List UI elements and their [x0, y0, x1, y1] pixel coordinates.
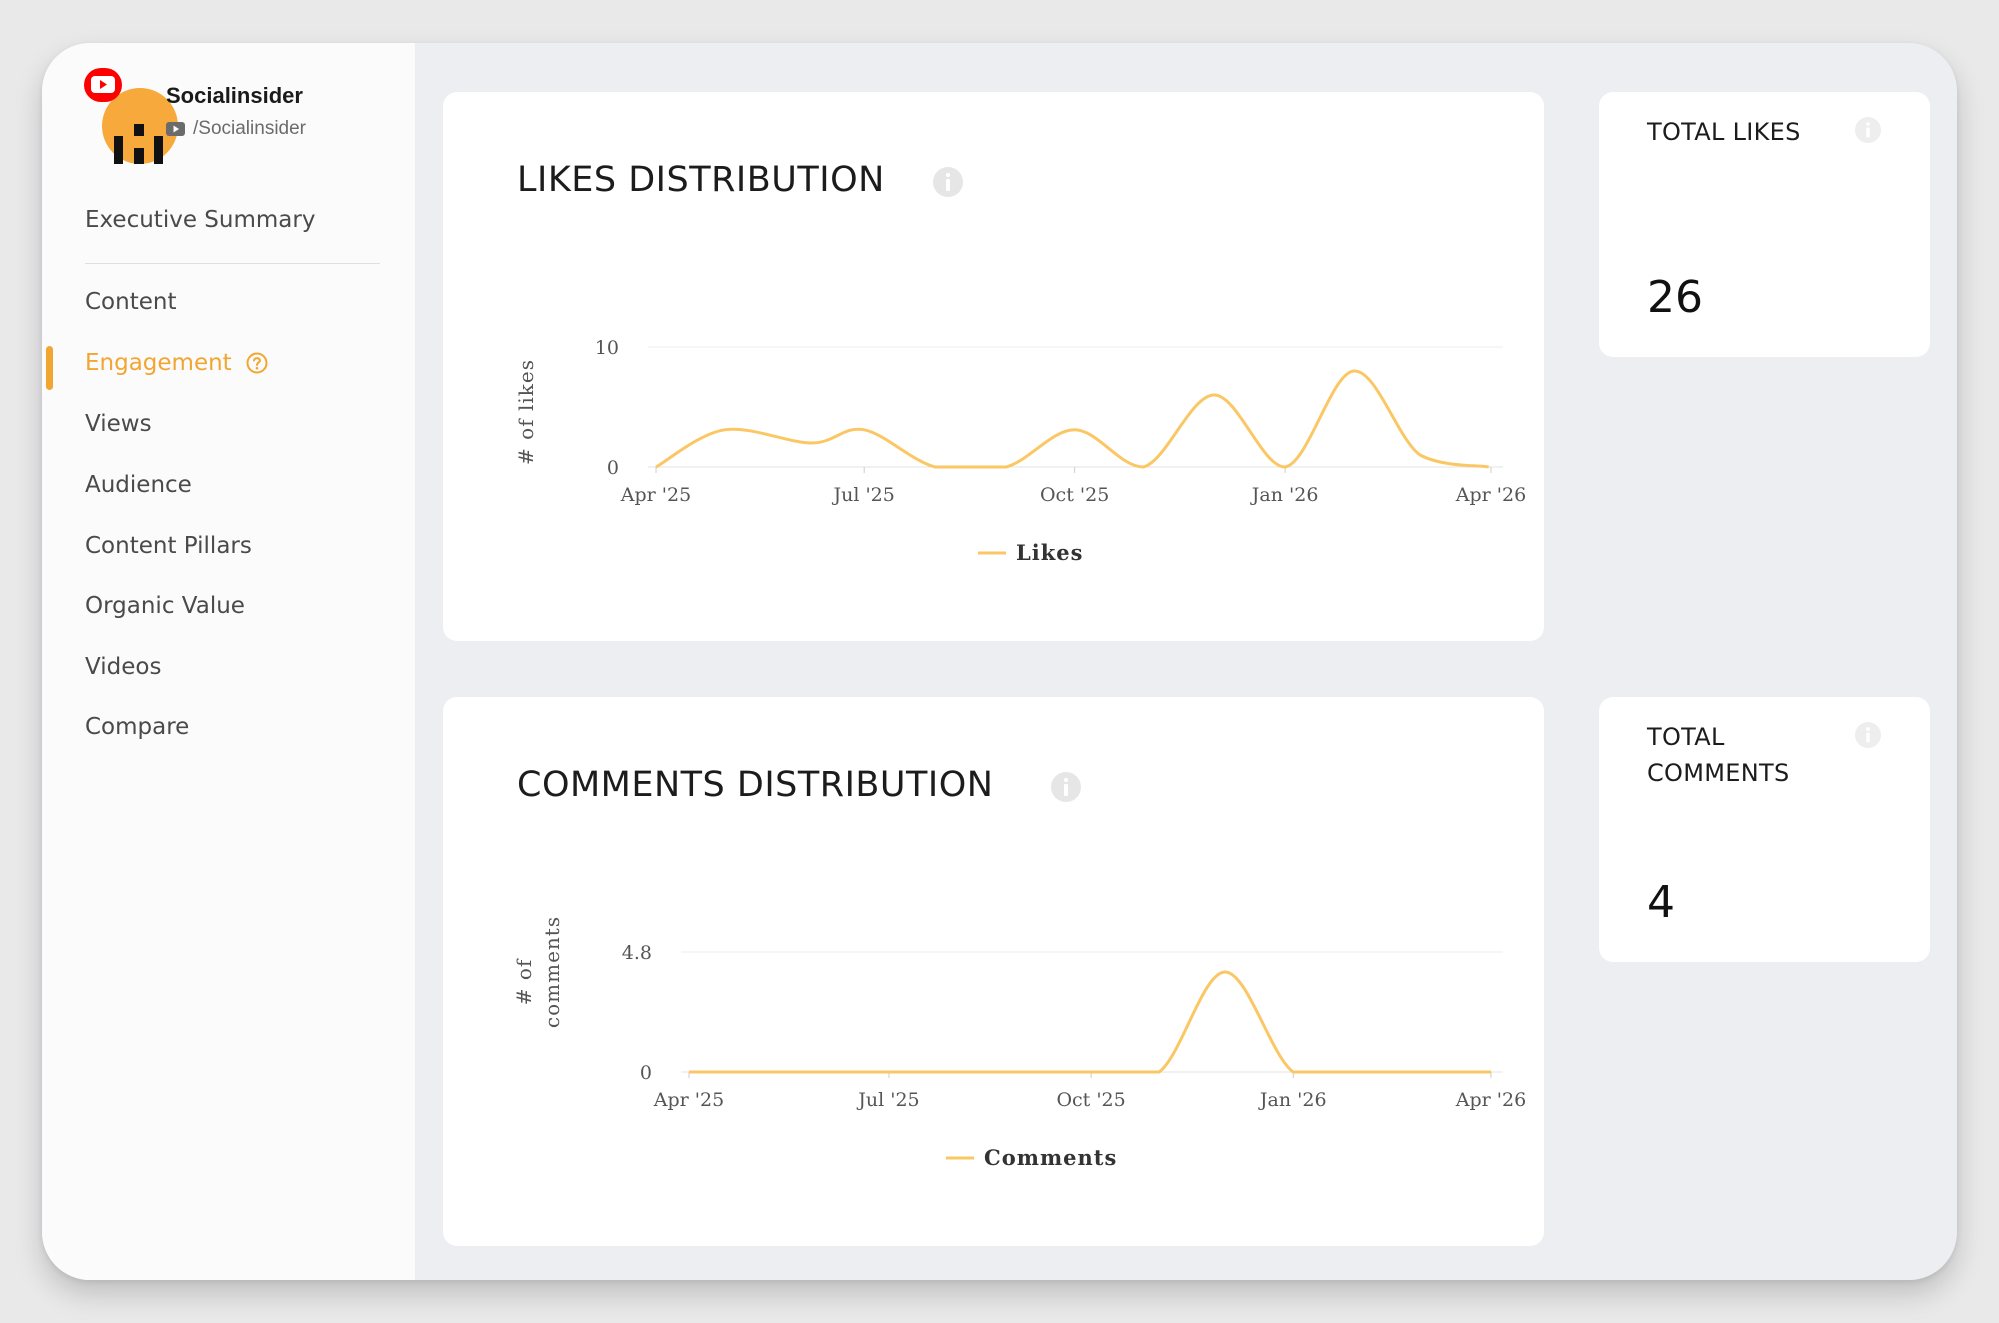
likes-line-chart: 0 10 Apr '25 Jul '25 Oct '25 Jan '26 Apr '26 #… [514, 337, 1526, 565]
likes-y-axis-label: # of likes [514, 359, 538, 465]
comments-chart-title: COMMENTS DISTRIBUTION [517, 765, 994, 805]
total-likes-card: TOTAL LIKES 26 [1599, 92, 1930, 357]
youtube-small-icon [166, 122, 185, 136]
likes-chart-title: LIKES DISTRIBUTION [517, 160, 885, 200]
sidebar-item-views[interactable]: Views [85, 411, 152, 437]
profile-handle: /Socialinsider [193, 118, 306, 139]
sidebar: Socialinsider /Socialinsider Executive S… [42, 43, 415, 1280]
comments-y-axis-label-line2: comments [540, 916, 564, 1028]
comments-series-line [689, 970, 1491, 1074]
likes-y-tick-label: 0 [607, 457, 619, 479]
sidebar-item-audience[interactable]: Audience [85, 472, 192, 498]
likes-plot-area: 0 10 Apr '25 Jul '25 Oct '25 Jan '26 Apr '26 [595, 337, 1526, 506]
info-icon[interactable] [1854, 721, 1882, 749]
comments-x-tick-label: Jul '25 [856, 1089, 919, 1111]
comments-distribution-card: COMMENTS DISTRIBUTION 0 4.8 Apr '25 Jul '25… [443, 697, 1544, 1246]
nav-divider [85, 263, 380, 264]
active-indicator [46, 346, 53, 390]
sidebar-item-label: Organic Value [85, 593, 245, 619]
total-comments-card: TOTAL COMMENTS 4 [1599, 697, 1930, 962]
likes-distribution-card: LIKES DISTRIBUTION 0 10 Apr '25 Jul '25 Oct … [443, 92, 1544, 641]
profile-avatar[interactable] [84, 66, 194, 176]
avatar [102, 88, 178, 164]
sidebar-item-label: Compare [85, 714, 190, 740]
sidebar-item-compare[interactable]: Compare [85, 714, 189, 740]
profile-handle-row: /Socialinsider [166, 118, 306, 140]
help-circle-icon[interactable] [246, 352, 268, 374]
total-comments-label: TOTAL COMMENTS [1647, 723, 1790, 787]
sidebar-item-label: Content [85, 289, 177, 315]
sidebar-item-videos[interactable]: Videos [85, 654, 161, 680]
sidebar-item-label: Content Pillars [85, 533, 252, 559]
likes-series-line [655, 369, 1489, 469]
comments-x-tick-label: Apr '25 [653, 1089, 724, 1111]
comments-y-tick-label: 0 [640, 1062, 652, 1084]
likes-x-tick-label: Apr '25 [620, 484, 691, 506]
sidebar-item-engagement[interactable]: Engagement [85, 350, 268, 376]
sidebar-item-content[interactable]: Content [85, 289, 176, 315]
info-icon[interactable] [1854, 116, 1882, 144]
likes-x-tick-label: Jan '26 [1250, 484, 1319, 506]
sidebar-item-content-pillars[interactable]: Content Pillars [85, 533, 252, 559]
comments-legend-label[interactable]: Comments [984, 1145, 1117, 1170]
comments-y-axis-label-line1: # of [512, 958, 536, 1005]
sidebar-item-label: Views [85, 411, 152, 437]
comments-y-tick-label: 4.8 [622, 942, 652, 964]
sidebar-item-executive-summary[interactable]: Executive Summary [85, 207, 316, 233]
comments-x-tick-label: Jan '26 [1258, 1089, 1327, 1111]
likes-x-tick-label: Apr '26 [1455, 484, 1526, 506]
comments-x-tick-label: Apr '26 [1455, 1089, 1526, 1111]
info-icon[interactable] [1050, 771, 1082, 803]
info-icon[interactable] [932, 166, 964, 198]
comments-plot-area: 0 4.8 Apr '25 Jul '25 Oct '25 Jan '26 Apr '26 [622, 942, 1526, 1111]
sidebar-item-label: Audience [85, 472, 192, 498]
total-comments-value: 4 [1647, 877, 1675, 928]
sidebar-item-organic-value[interactable]: Organic Value [85, 593, 245, 619]
sidebar-item-label: Videos [85, 654, 162, 680]
total-likes-label: TOTAL LIKES [1647, 118, 1801, 146]
likes-x-tick-label: Jul '25 [831, 484, 894, 506]
sidebar-item-label: Engagement [85, 350, 232, 376]
likes-x-tick-label: Oct '25 [1040, 484, 1109, 506]
app-window: Socialinsider /Socialinsider Executive S… [42, 43, 1957, 1280]
likes-legend-label[interactable]: Likes [1016, 540, 1083, 565]
youtube-icon [84, 68, 122, 102]
total-likes-value: 26 [1647, 272, 1703, 323]
comments-x-tick-label: Oct '25 [1056, 1089, 1125, 1111]
profile-name: Socialinsider [166, 83, 303, 108]
likes-y-tick-label: 10 [595, 337, 619, 359]
